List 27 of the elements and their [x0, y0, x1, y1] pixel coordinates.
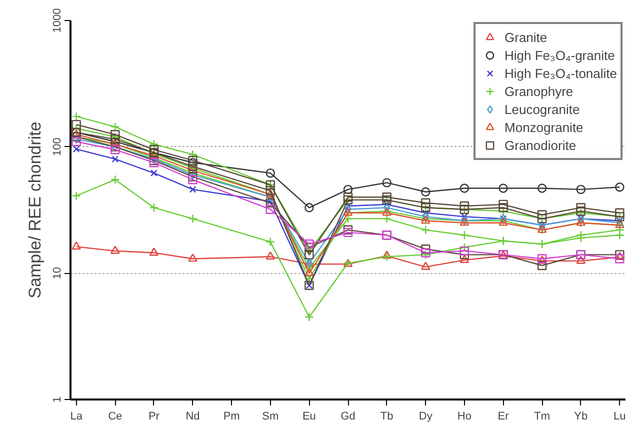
legend-label: Granophyre: [504, 82, 574, 100]
y-tick-label: 1000: [52, 8, 64, 33]
x-tick-label: Ce: [108, 410, 122, 422]
x-tick-label: Ho: [457, 410, 472, 422]
legend-label: High Fe₃O₄-tonalite: [504, 64, 617, 82]
x-tick-label: Dy: [418, 410, 433, 422]
x-tick-label: Yb: [574, 410, 588, 422]
x-tick-label: La: [70, 410, 84, 422]
x-tick-label: Sm: [262, 410, 279, 422]
x-tick-label: Er: [498, 410, 510, 422]
x-tick-label: Lu: [614, 410, 626, 422]
y-axis-title: Sample/ REE chondrite: [26, 122, 44, 298]
x-tick-label: Pr: [148, 410, 160, 422]
x-tick-label: Eu: [302, 410, 316, 422]
legend-label: Leucogranite: [504, 100, 580, 118]
y-tick-label: 100: [52, 138, 64, 156]
legend-label: High Fe₃O₄-granite: [504, 46, 615, 64]
y-tick-label: 1: [52, 396, 64, 403]
legend-label: Granodiorite: [504, 136, 576, 154]
legend-label: Granite: [504, 28, 548, 46]
legend-label: Monzogranite: [504, 118, 584, 136]
x-tick-label: Tm: [534, 410, 550, 422]
y-tick-label: 10: [52, 267, 64, 280]
x-tick-label: Nd: [186, 410, 200, 422]
x-tick-label: Tb: [380, 410, 394, 422]
x-tick-label: Gd: [340, 410, 356, 422]
x-tick-label: Pm: [223, 410, 240, 422]
